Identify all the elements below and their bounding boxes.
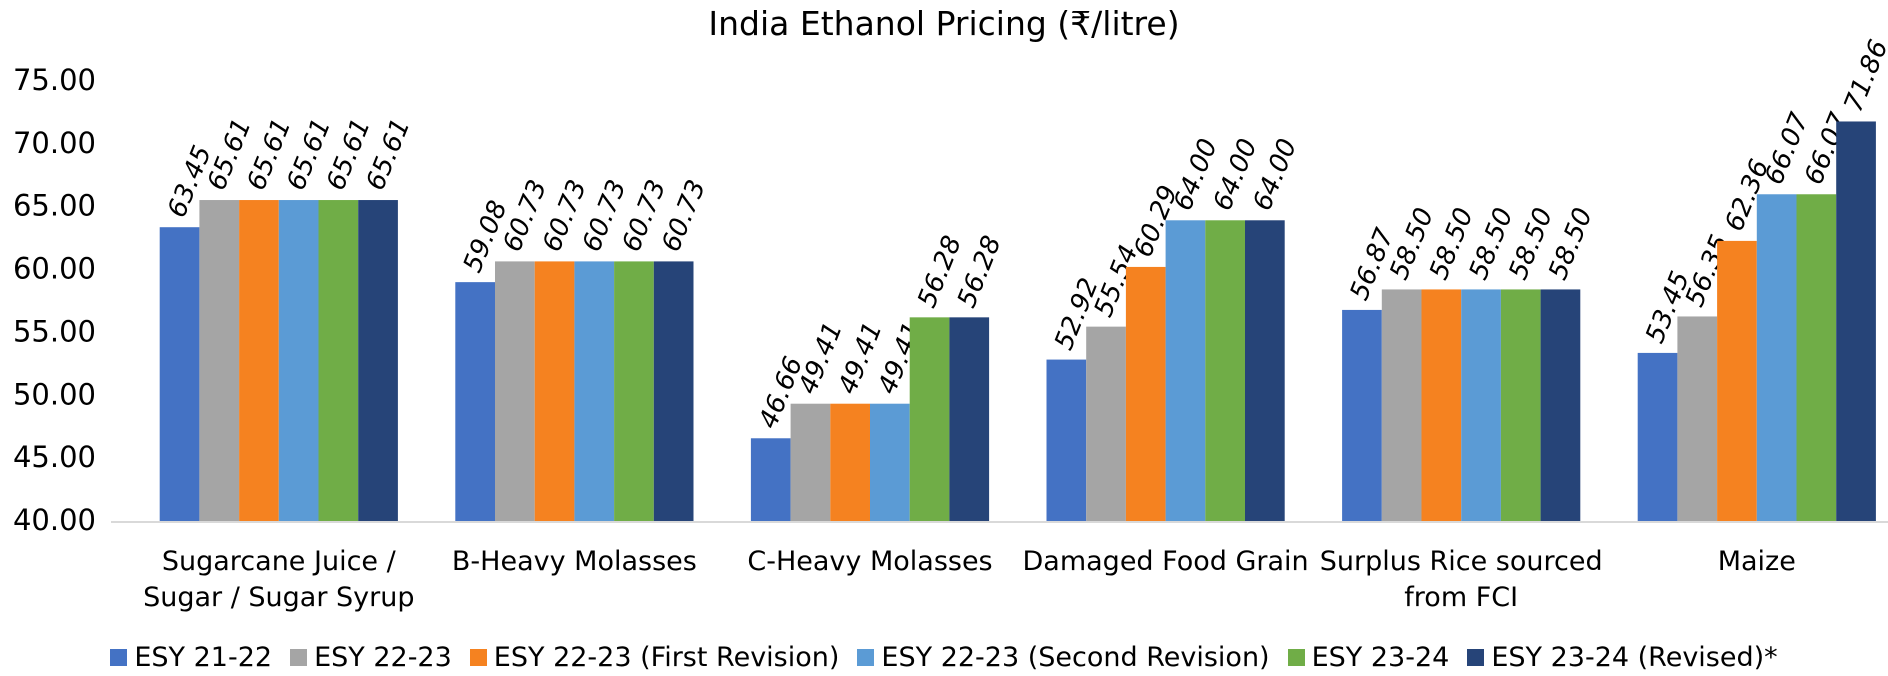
bar (1245, 220, 1285, 523)
bar (1756, 194, 1797, 522)
bar (830, 403, 870, 522)
legend-item: ESY 23-24 (1287, 642, 1450, 673)
legend-swatch (857, 649, 875, 666)
legend-swatch (290, 649, 308, 666)
bar (1836, 121, 1876, 522)
bar (1086, 326, 1126, 522)
bar (534, 261, 575, 522)
bar (318, 200, 359, 522)
x-tick-label: Surplus Rice sourced from FCI (1319, 546, 1603, 613)
bar (949, 317, 990, 522)
bar (1461, 289, 1501, 522)
legend: ESY 21-22 ESY 22-23 ESY 22-23 (First Revis… (0, 642, 1888, 673)
legend-label: ESY 21-22 (134, 642, 273, 673)
bar (1540, 289, 1581, 522)
bar (199, 200, 240, 522)
bar (1381, 289, 1422, 522)
bar (1421, 289, 1462, 522)
bar (870, 403, 910, 522)
legend-label: ESY 22-23 (First Revision) (493, 642, 840, 673)
x-tick-label: Damaged Food Grain (1022, 546, 1309, 577)
bar (1046, 359, 1087, 522)
bar (614, 261, 654, 522)
legend-item: ESY 23-24 (Revised)* (1467, 642, 1778, 673)
y-tick-label: 40.00 (13, 503, 96, 537)
legend-item: ESY 22-23 (Second Revision) (857, 642, 1270, 673)
legend-label: ESY 22-23 (Second Revision) (881, 642, 1270, 673)
legend-swatch (110, 649, 128, 666)
bar (1205, 220, 1245, 523)
bar (1125, 266, 1166, 522)
bar (1796, 194, 1837, 522)
chart-title: India Ethanol Pricing (₹/litre) (708, 4, 1180, 43)
bar (1717, 240, 1757, 522)
legend-label: ESY 22-23 (314, 642, 452, 673)
value-label: 71.86 (1839, 36, 1888, 116)
bar (1677, 316, 1718, 522)
x-tick-label: Maize (1717, 546, 1796, 577)
y-tick-label: 65.00 (13, 189, 96, 223)
y-tick-label: 75.00 (13, 63, 96, 97)
x-tick-label: C-Heavy Molasses (747, 546, 993, 577)
bar (159, 227, 200, 522)
x-tick-label: Sugarcane Juice / Sugar / Sugar Syrup (143, 546, 415, 613)
y-tick-label: 50.00 (13, 377, 96, 411)
y-tick-label: 55.00 (13, 314, 96, 348)
bar (1637, 352, 1678, 522)
legend-label: ESY 23-24 (1311, 642, 1450, 673)
bar (278, 200, 319, 522)
bar (358, 200, 398, 522)
bar (653, 261, 694, 522)
legend-item: ESY 22-23 (First Revision) (469, 642, 840, 673)
bar (239, 200, 279, 522)
legend-swatch (469, 649, 487, 666)
legend-label: ESY 23-24 (Revised)* (1491, 642, 1778, 673)
bar (574, 261, 615, 522)
y-tick-label: 45.00 (13, 440, 96, 474)
bar (750, 438, 791, 522)
y-tick-label: 60.00 (13, 252, 96, 286)
x-tick-label: B-Heavy Molasses (451, 546, 697, 577)
y-tick-label: 70.00 (13, 126, 96, 160)
bar (1342, 309, 1382, 522)
bar (495, 261, 535, 522)
legend-swatch (1467, 649, 1485, 666)
bar (1165, 220, 1206, 523)
legend-item: ESY 22-23 (290, 642, 452, 673)
bar (790, 403, 831, 522)
legend-swatch (1287, 649, 1305, 666)
bar (1500, 289, 1541, 522)
bar (455, 282, 495, 522)
legend-item: ESY 21-22 (110, 642, 272, 673)
bar (909, 317, 950, 522)
